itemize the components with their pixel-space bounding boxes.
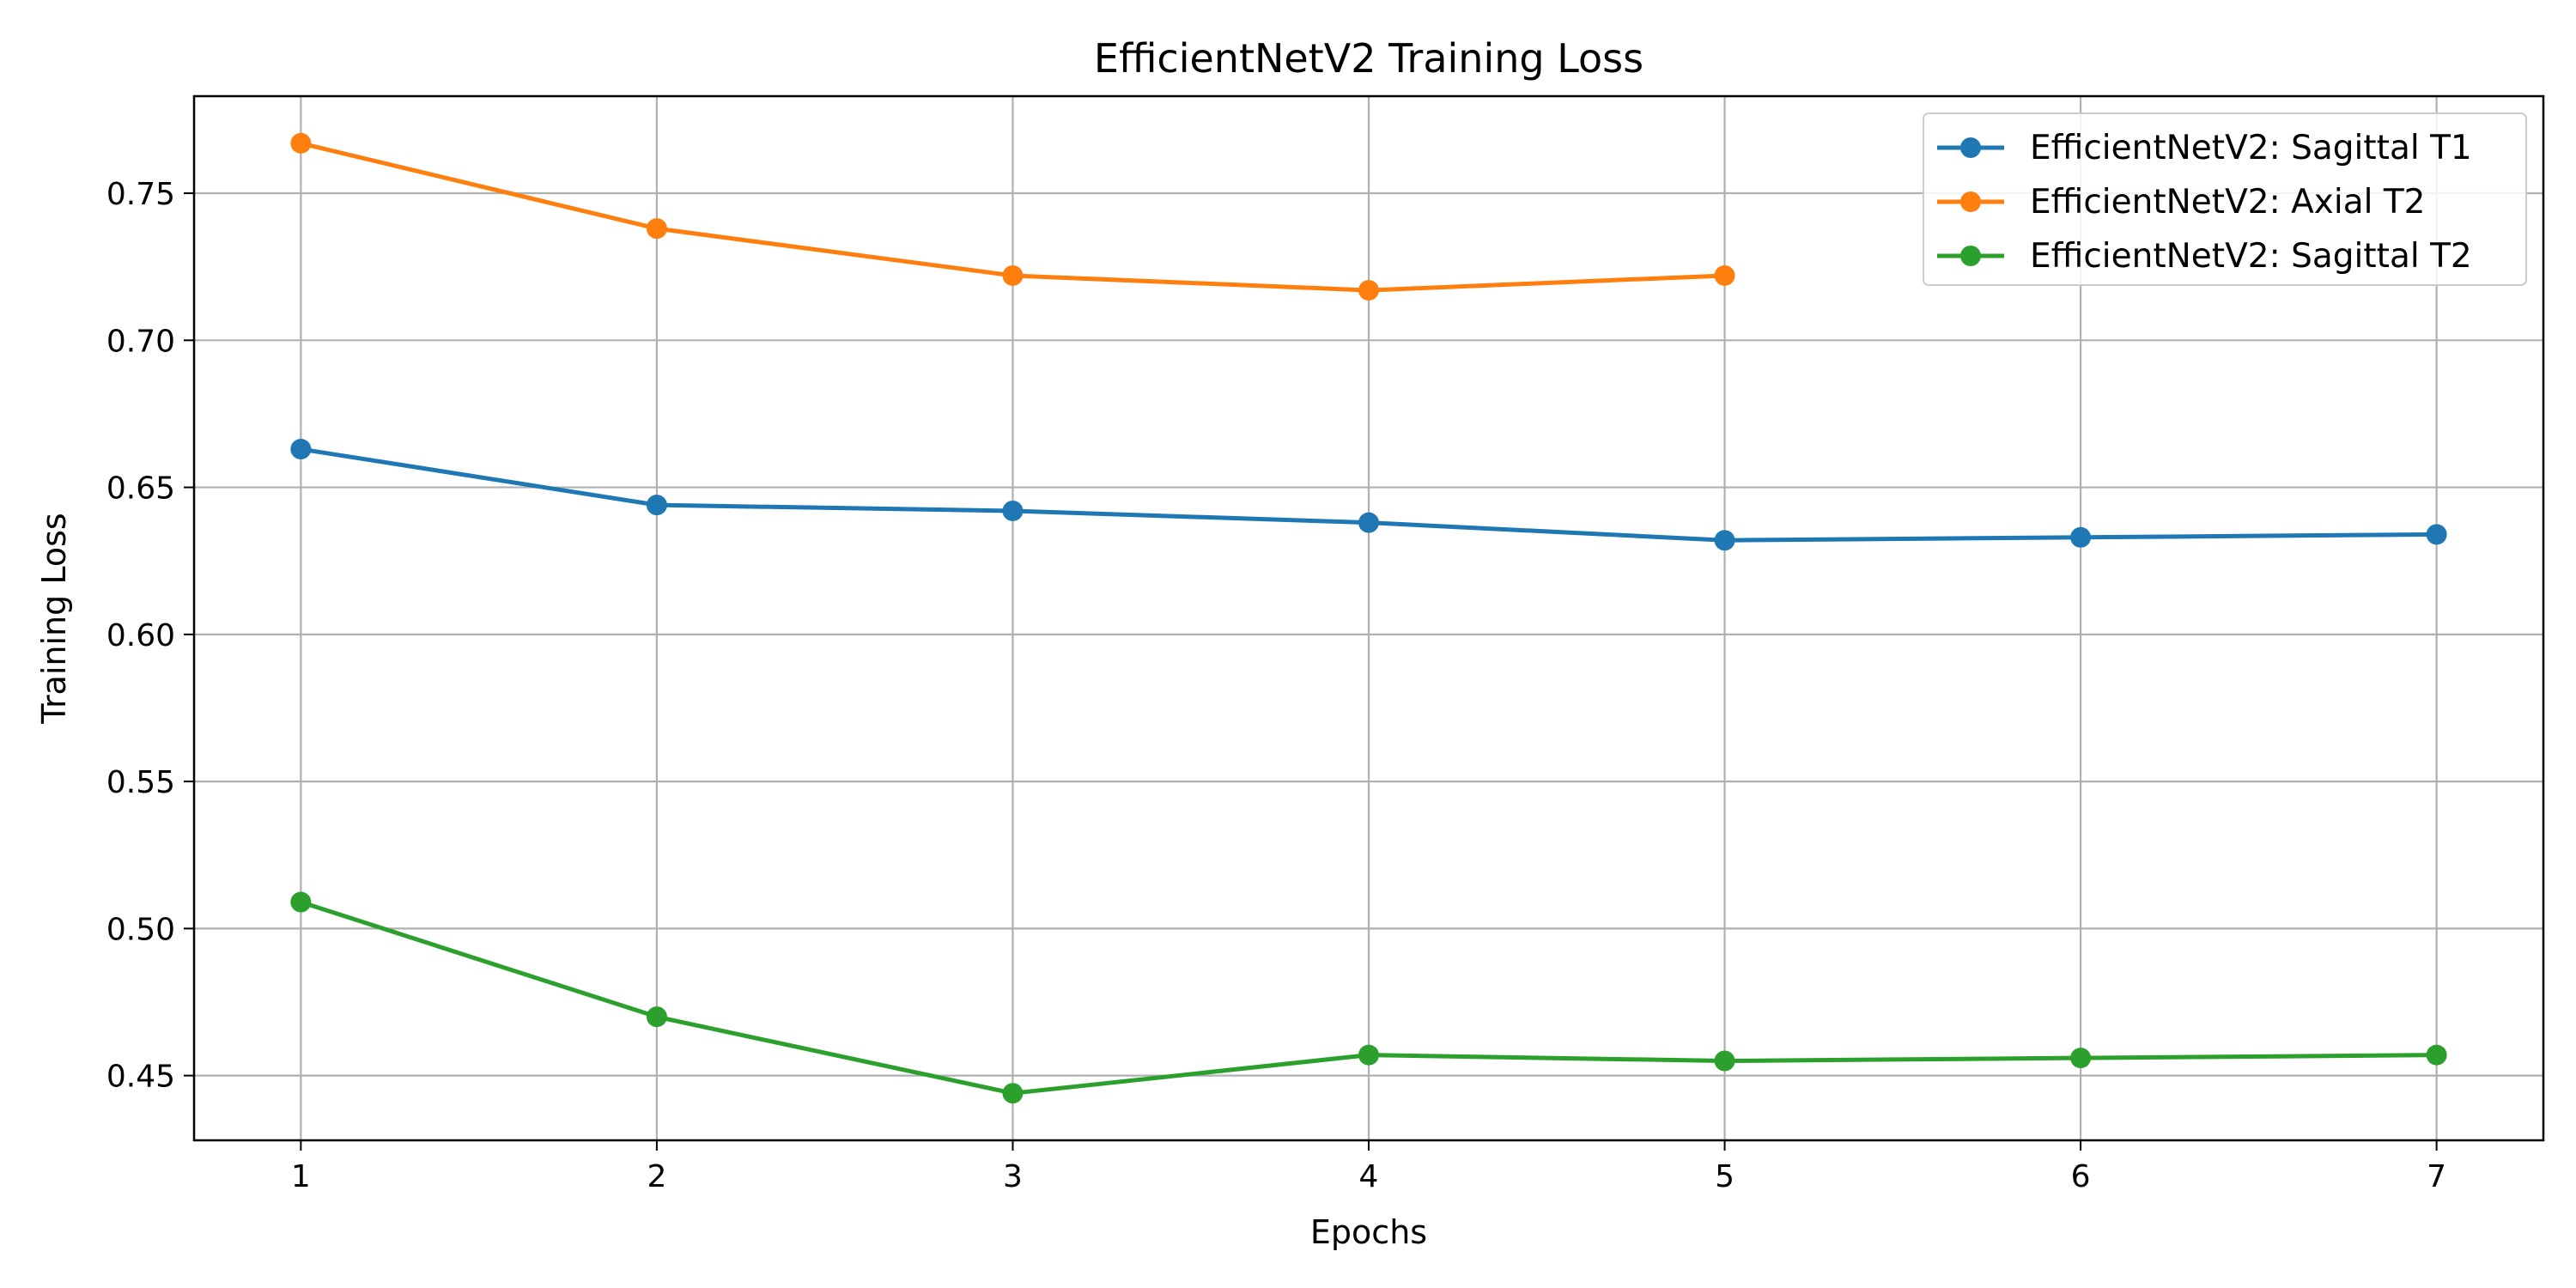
legend-marker	[1960, 246, 1981, 266]
x-tick-label: 2	[647, 1159, 666, 1194]
legend: EfficientNetV2: Sagittal T1 EfficientNetV…	[1923, 112, 2527, 286]
legend-entry-label: EfficientNetV2: Axial T2	[2030, 183, 2425, 222]
x-tick-label: 5	[1715, 1159, 1735, 1194]
data-point	[1358, 280, 1379, 301]
series-1	[290, 439, 2447, 551]
legend-entry-label: EfficientNetV2: Sagittal T2	[2030, 237, 2472, 276]
y-tick-label: 0.45	[106, 1060, 175, 1095]
data-point	[290, 132, 312, 154]
y-tick-label: 0.65	[106, 471, 175, 507]
data-point	[2070, 526, 2092, 548]
data-point	[646, 218, 667, 240]
legend-marker	[1960, 191, 1981, 212]
x-tick-label: 6	[2071, 1159, 2091, 1194]
y-tick-label: 0.75	[106, 177, 175, 212]
y-tick-label: 0.50	[106, 912, 175, 947]
x-axis-label: Epochs	[1310, 1213, 1427, 1251]
data-point	[646, 1006, 667, 1028]
chart-title: EfficientNetV2 Training Loss	[1094, 35, 1643, 82]
series-2	[290, 132, 1735, 301]
y-tick-label: 0.70	[106, 324, 175, 359]
legend-marker	[1960, 137, 1981, 158]
legend-box	[1923, 112, 2527, 286]
series-lines	[290, 132, 2447, 1104]
data-point	[2426, 524, 2447, 545]
x-tick-label: 4	[1359, 1159, 1379, 1194]
data-point	[290, 891, 312, 913]
y-tick-label: 0.55	[106, 765, 175, 800]
data-point	[2426, 1044, 2447, 1066]
data-point	[646, 495, 667, 516]
data-point	[290, 439, 312, 460]
data-point	[1714, 530, 1735, 551]
data-point	[1358, 512, 1379, 533]
x-tick-label: 1	[291, 1159, 311, 1194]
data-point	[1358, 1044, 1379, 1066]
x-tick-label: 3	[1003, 1159, 1023, 1194]
data-point	[1714, 264, 1735, 286]
legend-entry-label: EfficientNetV2: Sagittal T1	[2030, 129, 2472, 167]
data-point	[1002, 500, 1024, 521]
data-point	[1002, 1083, 1024, 1104]
data-point	[1002, 264, 1024, 286]
x-tick-label: 7	[2427, 1159, 2446, 1194]
series-3	[290, 891, 2447, 1104]
data-point	[1714, 1050, 1735, 1072]
y-axis-label: Training Loss	[35, 513, 73, 724]
y-tick-label: 0.60	[106, 618, 175, 653]
axis-ticks: 1 2 3 4 5 6 7 0.45 0.50 0.55 0.60 0.65 0.70 0.75	[106, 177, 2446, 1194]
data-point	[2070, 1048, 2092, 1069]
